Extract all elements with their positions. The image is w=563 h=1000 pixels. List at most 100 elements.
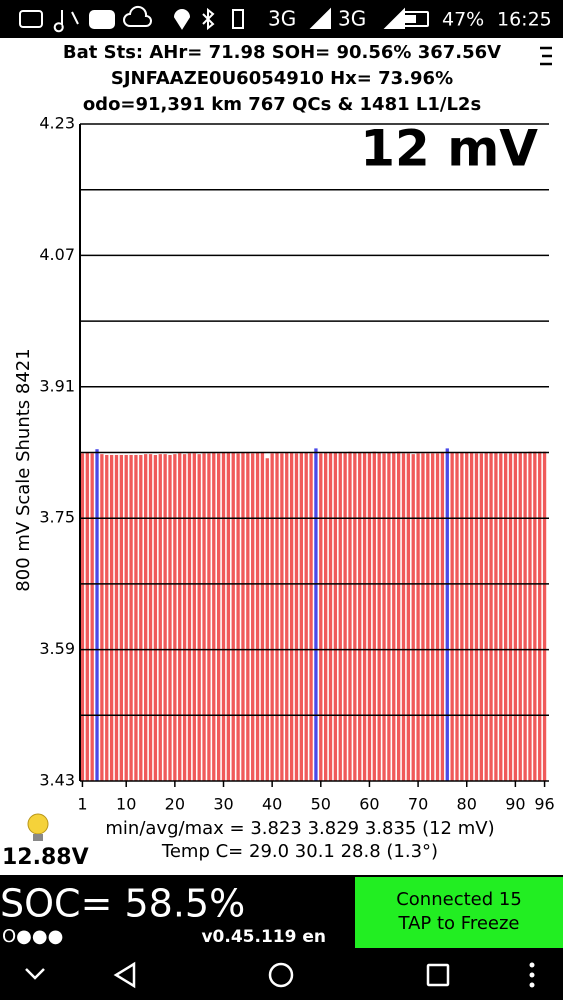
bar	[304, 452, 308, 781]
bar	[265, 458, 269, 781]
bar	[105, 454, 109, 781]
bar	[144, 454, 148, 781]
bar	[207, 453, 211, 781]
nav-more[interactable]	[529, 962, 535, 988]
bar	[387, 452, 391, 781]
button-label: Connected 15	[396, 889, 522, 910]
bar	[134, 454, 138, 781]
bar	[343, 452, 347, 781]
bar	[542, 451, 547, 781]
bar	[362, 452, 367, 781]
status-dots: O●●●	[2, 926, 63, 947]
bar	[523, 452, 527, 781]
bar	[158, 454, 162, 781]
annotation: 12 mV	[360, 120, 538, 178]
network-label: 3G	[268, 7, 296, 31]
nav-down[interactable]	[25, 968, 45, 980]
bar	[299, 452, 303, 781]
bar	[450, 452, 454, 781]
x-tick-label: 30	[213, 795, 233, 814]
bar	[494, 452, 498, 781]
bar	[153, 454, 158, 781]
stats-line: Temp C= 29.0 30.1 28.8 (1.3°)	[161, 841, 438, 862]
x-tick-label: 70	[408, 795, 428, 814]
nav-recent[interactable]	[426, 963, 450, 987]
bar	[168, 454, 172, 781]
bar	[148, 454, 153, 781]
bar	[178, 453, 182, 781]
bar	[489, 452, 493, 781]
bar	[129, 454, 133, 781]
bar	[109, 454, 114, 781]
bar	[392, 452, 396, 781]
battery-percent: 47%	[442, 9, 484, 31]
button-label: TAP to Freeze	[398, 913, 520, 934]
nav-home[interactable]	[268, 962, 294, 988]
bulb-icon[interactable]	[27, 813, 49, 841]
bar	[431, 453, 435, 781]
bar	[508, 453, 513, 781]
y-tick-label: 3.91	[39, 376, 75, 395]
header-line: odo=91,391 km 767 QCs & 1481 L1/L2s	[83, 94, 481, 115]
header-line: SJNFAAZE0U6054910 Hx= 73.96%	[111, 68, 453, 89]
bar	[465, 452, 469, 781]
bar	[270, 453, 274, 781]
bar	[241, 452, 245, 781]
bar	[377, 452, 381, 781]
x-tick-label: 50	[311, 795, 331, 814]
bar	[528, 451, 532, 781]
bar	[231, 452, 235, 781]
y-tick-label: 4.23	[39, 114, 75, 133]
stats-line: min/avg/max = 3.823 3.829 3.835 (12 mV)	[105, 818, 494, 839]
network-label: 3G	[338, 7, 366, 31]
x-tick-label: 90	[505, 795, 525, 814]
chart: 3.43 3.59 3.75 3.91 4.07 4.23 1 10 20 30 40 50 60 70 8…	[39, 114, 554, 814]
bar	[100, 454, 104, 781]
version: v0.45.119 en	[201, 927, 326, 947]
bar	[440, 452, 445, 781]
bar	[216, 453, 221, 781]
bar	[460, 452, 464, 781]
bar	[338, 452, 342, 781]
bar	[314, 448, 318, 781]
bar	[173, 454, 177, 781]
x-tick-label: 20	[165, 795, 185, 814]
aux-voltage: 12.88V	[2, 845, 89, 870]
bar	[246, 452, 250, 781]
bar	[396, 451, 401, 781]
menu-button[interactable]	[540, 46, 552, 66]
y-axis-label: 800 mV Scale Shunts 8421	[13, 348, 34, 591]
bar	[197, 454, 201, 781]
bar	[294, 453, 299, 781]
x-tick-label: 1	[77, 795, 87, 814]
freeze-button[interactable]	[355, 877, 563, 948]
bar	[406, 453, 411, 781]
bar	[236, 453, 240, 781]
bar	[221, 452, 226, 781]
bar	[319, 453, 323, 781]
bar	[95, 449, 99, 781]
bar	[163, 454, 167, 781]
header-line: Bat Sts: AHr= 71.98 SOH= 90.56% 367.56V	[63, 42, 501, 63]
bar	[426, 453, 430, 781]
clock: 16:25	[497, 9, 552, 31]
bar	[202, 453, 206, 781]
bar	[518, 452, 522, 781]
bar	[119, 454, 124, 781]
bar	[85, 452, 89, 781]
bar	[124, 454, 128, 781]
x-tick-label: 60	[359, 795, 379, 814]
bar	[421, 453, 425, 781]
bar	[280, 453, 284, 781]
bar	[309, 453, 313, 781]
bar	[411, 454, 415, 781]
bar	[353, 452, 357, 781]
bar	[382, 453, 386, 781]
bar	[275, 452, 279, 781]
bar	[474, 453, 479, 781]
bar	[533, 451, 537, 781]
nav-back[interactable]	[113, 961, 136, 989]
bar	[367, 452, 372, 781]
bar	[260, 452, 265, 781]
